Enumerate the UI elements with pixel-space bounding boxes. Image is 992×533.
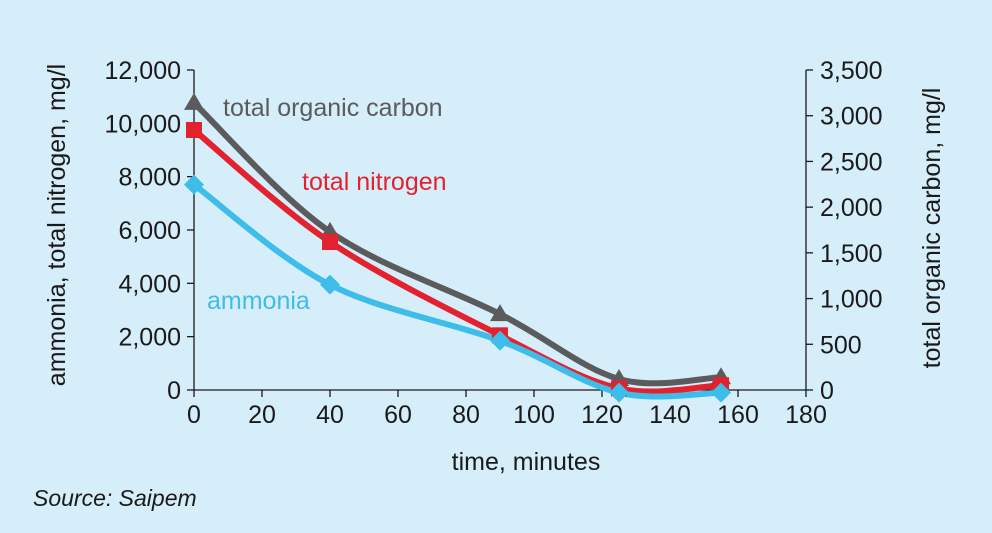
x-tick-label: 180 bbox=[785, 401, 827, 429]
x-tick-label: 0 bbox=[187, 401, 201, 429]
x-tick-label: 40 bbox=[316, 401, 344, 429]
marker-ammonia bbox=[609, 382, 629, 403]
right-y-tick-label: 1,000 bbox=[820, 286, 883, 314]
series-lines bbox=[191, 99, 724, 400]
right-y-tick-label: 2,000 bbox=[820, 194, 883, 222]
marker-total-nitrogen bbox=[186, 122, 202, 138]
series-line-ammonia bbox=[191, 181, 724, 400]
left-y-tick-label: 0 bbox=[167, 377, 181, 405]
x-tick-label: 100 bbox=[513, 401, 555, 429]
x-tick-label: 160 bbox=[717, 401, 759, 429]
marker-total-organic-carbon bbox=[490, 304, 510, 322]
marker-ammonia bbox=[711, 382, 731, 403]
left-y-tick-label: 2,000 bbox=[118, 324, 181, 352]
right-y-axis-title: total organic carbon, mg/l bbox=[918, 88, 946, 369]
x-tick-label: 20 bbox=[248, 401, 276, 429]
right-y-tick-label: 500 bbox=[820, 331, 862, 359]
marker-ammonia bbox=[184, 174, 204, 195]
right-y-tick-label: 3,000 bbox=[820, 103, 883, 131]
x-tick-label: 140 bbox=[649, 401, 691, 429]
left-y-tick-label: 4,000 bbox=[118, 270, 181, 298]
series-label-total-nitrogen: total nitrogen bbox=[302, 168, 447, 196]
right-y-axis-ticks: 0 500 1,000 1,500 2,000 2,500 3,000 3,500 bbox=[806, 57, 883, 405]
marker-ammonia bbox=[490, 330, 510, 351]
right-y-tick-label: 2,500 bbox=[820, 148, 883, 176]
left-y-axis-ticks: 0 2,000 4,000 6,000 8,000 10,000 12,000 bbox=[105, 57, 194, 405]
x-axis-ticks: 0 20 40 60 80 100 120 140 160 180 bbox=[187, 390, 827, 429]
marker-total-nitrogen bbox=[322, 234, 338, 250]
x-tick-label: 120 bbox=[581, 401, 623, 429]
series-label-total-organic-carbon: total organic carbon bbox=[223, 94, 443, 122]
series-line-total-nitrogen bbox=[191, 127, 724, 395]
right-y-tick-label: 1,500 bbox=[820, 240, 883, 268]
x-tick-label: 80 bbox=[452, 401, 480, 429]
left-y-axis-title: ammonia, total nitrogen, mg/l bbox=[43, 64, 71, 386]
series-markers bbox=[184, 92, 731, 403]
left-y-tick-label: 6,000 bbox=[118, 217, 181, 245]
x-tick-label: 60 bbox=[384, 401, 412, 429]
source-caption: Source: Saipem bbox=[33, 485, 197, 511]
marker-total-organic-carbon bbox=[184, 92, 204, 110]
left-y-tick-label: 10,000 bbox=[105, 110, 181, 138]
series-line-total-organic-carbon bbox=[191, 99, 724, 387]
marker-ammonia bbox=[320, 274, 340, 295]
series-label-ammonia: ammonia bbox=[207, 287, 310, 315]
right-y-tick-label: 3,500 bbox=[820, 57, 883, 85]
left-y-tick-label: 8,000 bbox=[118, 164, 181, 192]
x-axis-title: time, minutes bbox=[452, 448, 601, 476]
right-y-tick-label: 0 bbox=[820, 377, 834, 405]
left-y-tick-label: 12,000 bbox=[105, 57, 181, 85]
